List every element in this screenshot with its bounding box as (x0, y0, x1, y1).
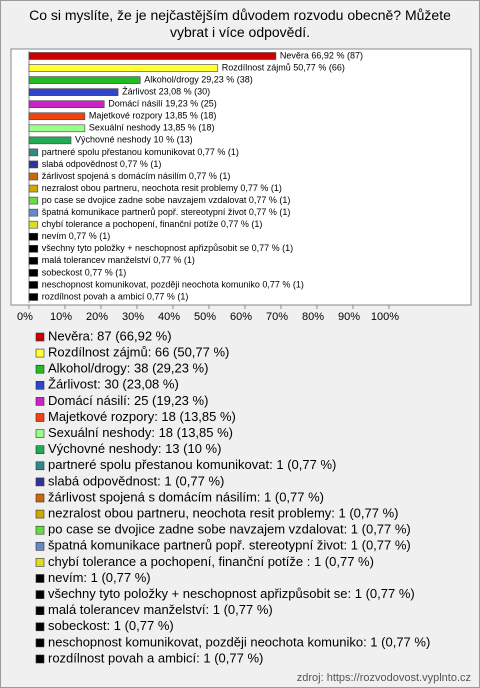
bar (28, 148, 39, 157)
legend-label: Nevěra: 87 (66,92 %) (48, 328, 172, 343)
legend-swatch (35, 445, 45, 455)
bar-label: Alkohol/drogy 29,23 % (38) (144, 74, 253, 84)
bar-label: Rozdílnost zájmů 50,77 % (66) (222, 62, 345, 72)
legend-label: nevím: 1 (0,77 %) (48, 570, 151, 585)
legend-label: Alkohol/drogy: 38 (29,23 %) (48, 361, 208, 376)
legend-swatch (35, 509, 45, 519)
bar (28, 245, 39, 253)
legend-swatch (35, 429, 45, 438)
legend-swatch (35, 606, 45, 616)
legend-swatch (35, 461, 45, 471)
legend-label: Majetkové rozpory: 18 (13,85 %) (48, 409, 236, 424)
bar-label: Majetkové rozpory 13,85 % (18) (89, 111, 217, 121)
bar (28, 220, 39, 229)
legend-label: Žárlivost: 30 (23,08 %) (48, 377, 179, 392)
bar-label: všechny tyto položky + neschopnost apřiz… (42, 243, 293, 253)
legend-label: neschopnost komunikovat, později neochot… (48, 634, 430, 649)
legend-label: Domácí násilí: 25 (19,23 %) (48, 393, 208, 408)
bar (28, 76, 141, 84)
legend-swatch (35, 541, 45, 551)
bar (28, 160, 39, 169)
legend-swatch (35, 364, 45, 374)
legend-label: chybí tolerance a pochopení, finanční po… (48, 554, 374, 569)
legend-swatch (35, 380, 45, 390)
bar-label: Sexuální neshody 13,85 % (18) (89, 123, 215, 133)
legend-swatch (35, 590, 45, 599)
bar-label: nezralost obou partneru, neochota resit … (42, 183, 282, 193)
bar (28, 184, 39, 193)
legend-label: Rozdílnost zájmů: 66 (50,77 %) (48, 345, 229, 360)
bar (28, 124, 86, 133)
bar-label: Výchovné neshody 10 % (13) (75, 135, 193, 145)
legend-swatch (35, 525, 45, 535)
bar-label: neschopnost komunikovat, později neochot… (42, 279, 304, 289)
legend-label: všechny tyto položky + neschopnost apřiz… (48, 586, 415, 601)
legend-label: partneré spolu přestanou komunikovat: 1 … (48, 457, 336, 472)
bar-label: po case se dvojice zadne sobe navzajem v… (42, 195, 291, 205)
bar (28, 208, 39, 217)
legend-swatch (35, 638, 45, 648)
x-tick-label: 100% (371, 311, 399, 323)
x-tick-label: 40% (158, 311, 180, 323)
legend-swatch (35, 332, 45, 342)
legend-swatch (35, 493, 45, 503)
x-tick-label: 80% (302, 311, 324, 323)
legend-swatch (35, 348, 45, 358)
bar (28, 196, 39, 205)
bar-label: chybí tolerance a pochopení, finanční po… (42, 219, 263, 229)
bar (28, 293, 39, 301)
bar (28, 112, 86, 121)
legend-swatch (35, 622, 45, 632)
bar-label: špatná komunikace partnerů popř. stereot… (42, 207, 291, 217)
x-tick-label: 70% (266, 311, 288, 323)
bar-label: Nevěra 66,92 % (87) (280, 50, 363, 60)
legend-label: po case se dvojice zadne sobe navzajem v… (48, 522, 411, 537)
legend-label: špatná komunikace partnerů popř. stereot… (48, 538, 411, 553)
x-tick-label: 10% (50, 311, 72, 323)
legend-swatch (35, 477, 45, 487)
bar-label: sobeckost 0,77 % (1) (42, 267, 127, 277)
bar (28, 269, 39, 277)
chart-title: Co si myslíte, že je nejčastějším důvode… (29, 7, 451, 40)
bar-label: slabá odpovědnost 0,77 % (1) (42, 159, 162, 169)
bar (28, 232, 39, 241)
legend-swatch (35, 574, 45, 583)
legend-swatch (35, 397, 45, 406)
x-tick-label: 0% (17, 311, 33, 323)
legend-swatch (35, 654, 45, 664)
x-tick-label: 50% (194, 311, 216, 323)
bar-label: rozdílnost povah a ambicí 0,77 % (1) (42, 291, 189, 301)
legend-label: slabá odpovědnost: 1 (0,77 %) (48, 473, 224, 488)
x-tick-label: 30% (122, 311, 144, 323)
bar-label: malá tolerancev manželství 0,77 % (1) (42, 255, 195, 265)
bar (28, 88, 119, 96)
legend-label: sobeckost: 1 (0,77 %) (48, 618, 174, 633)
bar (28, 257, 39, 265)
legend-label: nezralost obou partneru, neochota resit … (48, 506, 398, 521)
bar (28, 52, 277, 60)
bar (28, 172, 39, 181)
legend-label: Výchovné neshody: 13 (10 %) (48, 441, 221, 456)
bar-label: žárlivost spojená s domácím násilím 0,77… (42, 171, 231, 181)
bar (28, 281, 39, 289)
bar-label: Žárlivost 23,08 % (30) (122, 87, 210, 97)
legend-label: rozdílnost povah a ambicí: 1 (0,77 %) (48, 650, 263, 665)
bar (28, 100, 105, 108)
bar-label: nevím 0,77 % (1) (42, 231, 111, 241)
bar-label: Domácí násilí 19,23 % (25) (108, 99, 217, 109)
bar (28, 136, 72, 145)
source: zdroj: https://rozvodovost.vyplnto.cz (297, 672, 471, 684)
x-tick-label: 60% (230, 311, 252, 323)
legend-swatch (35, 413, 45, 422)
legend-swatch (35, 558, 45, 567)
bar (28, 64, 219, 72)
x-tick-label: 90% (338, 311, 360, 323)
x-tick-label: 20% (86, 311, 108, 323)
legend-label: Sexuální neshody: 18 (13,85 %) (48, 425, 233, 440)
legend-label: malá tolerancev manželství: 1 (0,77 %) (48, 602, 273, 617)
bar-label: partneré spolu přestanou komunikovat 0,7… (42, 147, 239, 157)
legend-label: žárlivost spojená s domácím násilím: 1 (… (48, 489, 324, 504)
